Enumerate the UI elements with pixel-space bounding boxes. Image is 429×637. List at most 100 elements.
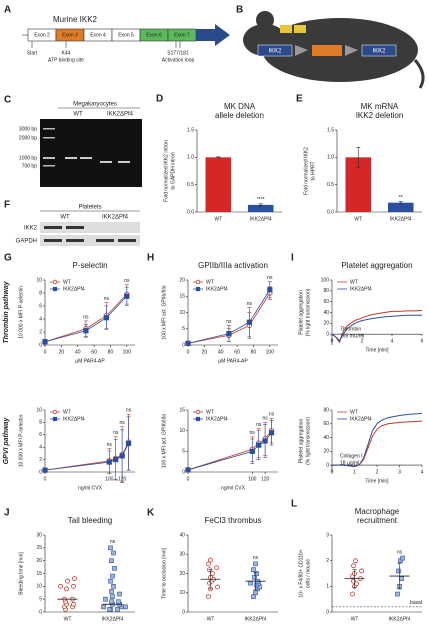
y-axis-label: Fold normalized IKK2 xyxy=(303,147,309,195)
data-point xyxy=(123,604,128,610)
data-point xyxy=(396,568,401,574)
x-tick-label: IKK2ΔPf4 xyxy=(250,216,272,222)
annotation: 165 mU/ml xyxy=(340,333,364,339)
data-point xyxy=(112,566,117,571)
data-point xyxy=(58,583,63,589)
site-label: S177/181 xyxy=(167,50,189,56)
point-label: ns xyxy=(247,301,253,307)
y-axis-label: Platelet aggregation xyxy=(298,290,304,335)
panel-letter: K xyxy=(147,508,155,519)
band xyxy=(66,226,84,229)
y-tick-label: 15 xyxy=(36,571,42,577)
lane-label: IKK2ΔPf4 xyxy=(102,215,129,221)
ladder-label: 3000 bp xyxy=(19,126,37,132)
y-tick-label: 0.5 xyxy=(327,182,334,188)
exon-label: Exon 3 xyxy=(62,32,78,38)
legend-marker xyxy=(195,416,201,422)
band xyxy=(44,239,62,242)
x-tick-label: 80 xyxy=(251,349,257,355)
exon-label: Exon 7 xyxy=(174,32,190,38)
significance: ns xyxy=(110,539,116,545)
chart-title: IKK2 deletion xyxy=(356,111,404,120)
chart-title: MK mRNA xyxy=(361,102,399,111)
panel-letter: G xyxy=(4,253,12,264)
data-point xyxy=(107,607,112,612)
panel-letter: H xyxy=(147,253,154,264)
data-point xyxy=(252,575,257,580)
band xyxy=(65,157,77,159)
data-point xyxy=(210,571,215,576)
y-tick-label: 0 xyxy=(326,462,329,468)
series-line xyxy=(187,430,272,471)
x-axis-label: Time [min] xyxy=(365,347,389,353)
legend-label: IKK2ΔPf4 xyxy=(63,416,85,422)
y-axis-label: Bleeding time [min] xyxy=(18,552,24,595)
data-point xyxy=(42,339,48,345)
data-point xyxy=(206,594,211,599)
annotation: Thrombin xyxy=(340,326,361,332)
panel-letter: D xyxy=(156,94,163,105)
blot xyxy=(40,222,140,233)
ladder-band xyxy=(43,128,55,130)
x-tick-label: 40 xyxy=(218,349,224,355)
data-point xyxy=(64,586,69,592)
panel-letter: F xyxy=(4,200,10,211)
panel-letter: C xyxy=(4,95,11,106)
legend-label: WT xyxy=(350,279,358,285)
y-axis-label: (% light transmission) xyxy=(305,288,311,336)
data-point xyxy=(111,584,116,589)
legend-marker xyxy=(195,409,201,415)
data-point xyxy=(185,340,191,346)
diagram-title: Murine IKK2 xyxy=(53,15,98,24)
data-point xyxy=(185,467,191,473)
legend-label: WT xyxy=(350,409,358,415)
x-tick-label: WT xyxy=(214,216,222,222)
y-tick-label: 5 xyxy=(39,596,42,602)
y-tick-label: 0 xyxy=(39,342,42,348)
panel-letter: I xyxy=(291,253,294,264)
data-point xyxy=(119,453,125,459)
legend-label: WT xyxy=(63,279,71,285)
y-tick-label: 4 xyxy=(39,316,42,322)
site-label: Start xyxy=(27,50,38,56)
x-tick-label: 100 xyxy=(266,349,275,355)
y-tick-label: 0.0 xyxy=(187,209,194,215)
data-point xyxy=(351,563,356,569)
y-tick-label: 0.5 xyxy=(187,182,194,188)
y-tick-label: 1.5 xyxy=(187,127,194,133)
data-point xyxy=(248,580,253,586)
y-axis-label: (% light transmission) xyxy=(305,417,311,465)
legend-marker xyxy=(195,286,201,292)
y-tick-label: 30 xyxy=(179,552,185,558)
y-tick-label: 60 xyxy=(323,299,329,305)
x-axis-label: ng/ml CVX xyxy=(221,485,246,491)
x-tick-label: 0 xyxy=(331,338,334,344)
significance: ns xyxy=(397,549,403,555)
point-label: ns xyxy=(113,430,119,436)
y-tick-label: 2 xyxy=(39,457,42,463)
x-tick-label: 6 xyxy=(421,338,424,344)
series-line xyxy=(187,292,271,344)
data-point xyxy=(108,545,113,551)
x-tick-label: 120 xyxy=(261,476,270,482)
series-line xyxy=(332,412,423,467)
point-label: ns xyxy=(263,416,269,422)
y-axis-label: to GAPDH intron xyxy=(170,152,176,189)
band xyxy=(118,239,136,242)
legend-label: IKK2ΔPf4 xyxy=(206,286,228,292)
y-tick-label: 2 xyxy=(39,329,42,335)
data-point xyxy=(400,555,405,561)
lane-label: IKK2ΔPf4 xyxy=(107,112,134,118)
blot-title: Platelets xyxy=(78,205,101,211)
point-label: ns xyxy=(104,296,110,302)
lane-label: WT xyxy=(60,215,70,221)
data-point xyxy=(110,573,115,579)
x-axis-label: µM PAR4-AP xyxy=(218,358,248,364)
data-point xyxy=(251,594,256,599)
legend-marker xyxy=(195,279,201,285)
y-axis-label: cells / mouse xyxy=(305,559,311,588)
x-tick-label: 20 xyxy=(202,349,208,355)
data-point xyxy=(103,596,108,602)
y-tick-label: 60 xyxy=(323,421,329,427)
ladder-label: 2000 bp xyxy=(19,135,37,141)
